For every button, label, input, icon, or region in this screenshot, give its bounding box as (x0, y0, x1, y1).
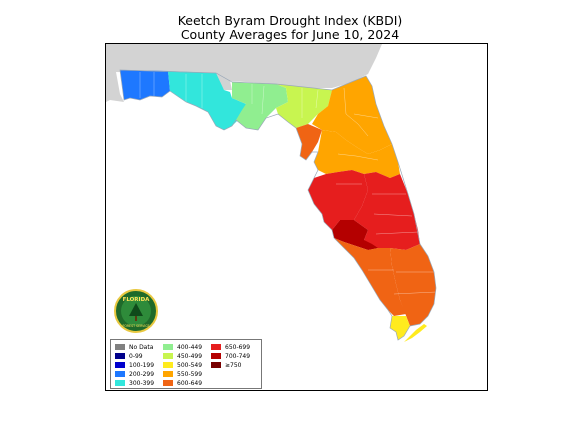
florida-map (106, 44, 487, 342)
legend-label: 600-649 (177, 379, 203, 387)
legend-swatch (163, 362, 173, 368)
legend-swatch (163, 380, 173, 386)
legend-label: 450-499 (177, 352, 203, 360)
legend-label: 700-749 (225, 352, 251, 360)
legend-item: 100-199 (115, 361, 154, 369)
legend-swatch (115, 353, 125, 359)
map-frame (105, 43, 488, 391)
legend-label: 400-449 (177, 343, 203, 351)
region-tampa-bay (308, 170, 368, 230)
region-interior-core (332, 220, 378, 250)
legend-item: 600-649 (163, 379, 202, 387)
region-west-panhandle (168, 71, 246, 130)
region-nature-coast (296, 124, 322, 160)
legend-item: 200-299 (115, 370, 154, 378)
neighbor-land-east (368, 44, 487, 74)
legend-item: No Data (115, 343, 153, 351)
florida-outline (119, 69, 437, 341)
legend-swatch (211, 344, 221, 350)
legend-swatch (115, 380, 125, 386)
legend-swatch (163, 353, 173, 359)
logo-text-top: FLORIDA (123, 297, 151, 303)
region-northeast (312, 76, 392, 154)
legend-label: 0-99 (129, 352, 143, 360)
region-keys (390, 316, 427, 342)
logo-text-bottom: FOREST SERVICE (123, 324, 150, 328)
county-lines (139, 72, 437, 295)
region-big-bend (232, 82, 288, 130)
map-subtitle: County Averages for June 10, 2024 (180, 27, 400, 42)
legend-label: 100-199 (129, 361, 155, 369)
region-far-west-panhandle (120, 70, 170, 100)
legend-label: 550-599 (177, 370, 203, 378)
region-north-central (276, 84, 332, 128)
map-title: Keetch Byram Drought Index (KBDI) (177, 13, 403, 28)
legend-item: ≥750 (211, 361, 241, 369)
legend-swatch (115, 344, 125, 350)
legend-label: ≥750 (225, 361, 242, 369)
legend-item: 700-749 (211, 352, 250, 360)
legend-item: 450-499 (163, 352, 202, 360)
legend-item: 0-99 (115, 352, 143, 360)
legend-swatch (211, 353, 221, 359)
map-legend: No Data 0-99 100-199 200-299 300-399 400-449 4… (110, 339, 262, 389)
legend-swatch (211, 362, 221, 368)
neighbor-land (106, 44, 487, 102)
legend-swatch (163, 371, 173, 377)
florida-forest-service-logo: FLORIDA FOREST SERVICE (113, 288, 159, 334)
region-heartland (354, 172, 420, 250)
legend-item: 500-549 (163, 361, 202, 369)
legend-swatch (115, 371, 125, 377)
legend-item: 300-399 (115, 379, 154, 387)
region-southeast (390, 244, 436, 326)
region-southwest (334, 238, 406, 316)
legend-label: 650-699 (225, 343, 251, 351)
legend-label: No Data (129, 343, 154, 351)
region-central (314, 130, 400, 178)
legend-label: 300-399 (129, 379, 155, 387)
legend-label: 500-549 (177, 361, 203, 369)
legend-swatch (163, 344, 173, 350)
legend-label: 200-299 (129, 370, 155, 378)
legend-item: 650-699 (211, 343, 250, 351)
legend-swatch (115, 362, 125, 368)
legend-item: 400-449 (163, 343, 202, 351)
legend-item: 550-599 (163, 370, 202, 378)
